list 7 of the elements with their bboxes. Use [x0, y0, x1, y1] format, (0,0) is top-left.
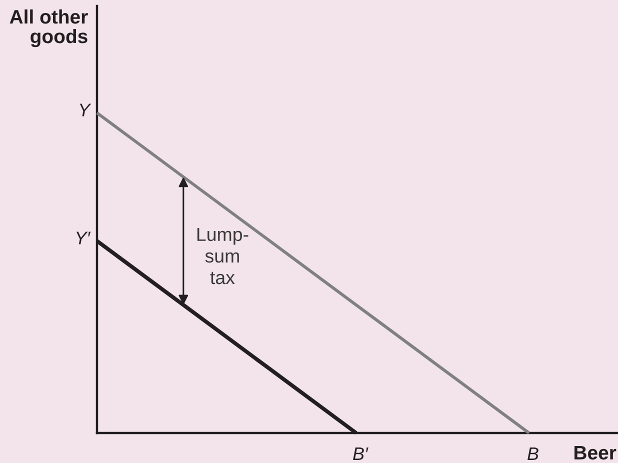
series-label: Y′ [76, 232, 91, 244]
y-axis-title: All other goods [10, 9, 88, 48]
series-label: Y [80, 104, 92, 116]
x-axis-title: Beer [574, 446, 616, 460]
x-tick-label: B [528, 448, 538, 460]
x-tick-label: B′ [353, 448, 368, 460]
annotation: Lump- sum tax [197, 228, 248, 284]
